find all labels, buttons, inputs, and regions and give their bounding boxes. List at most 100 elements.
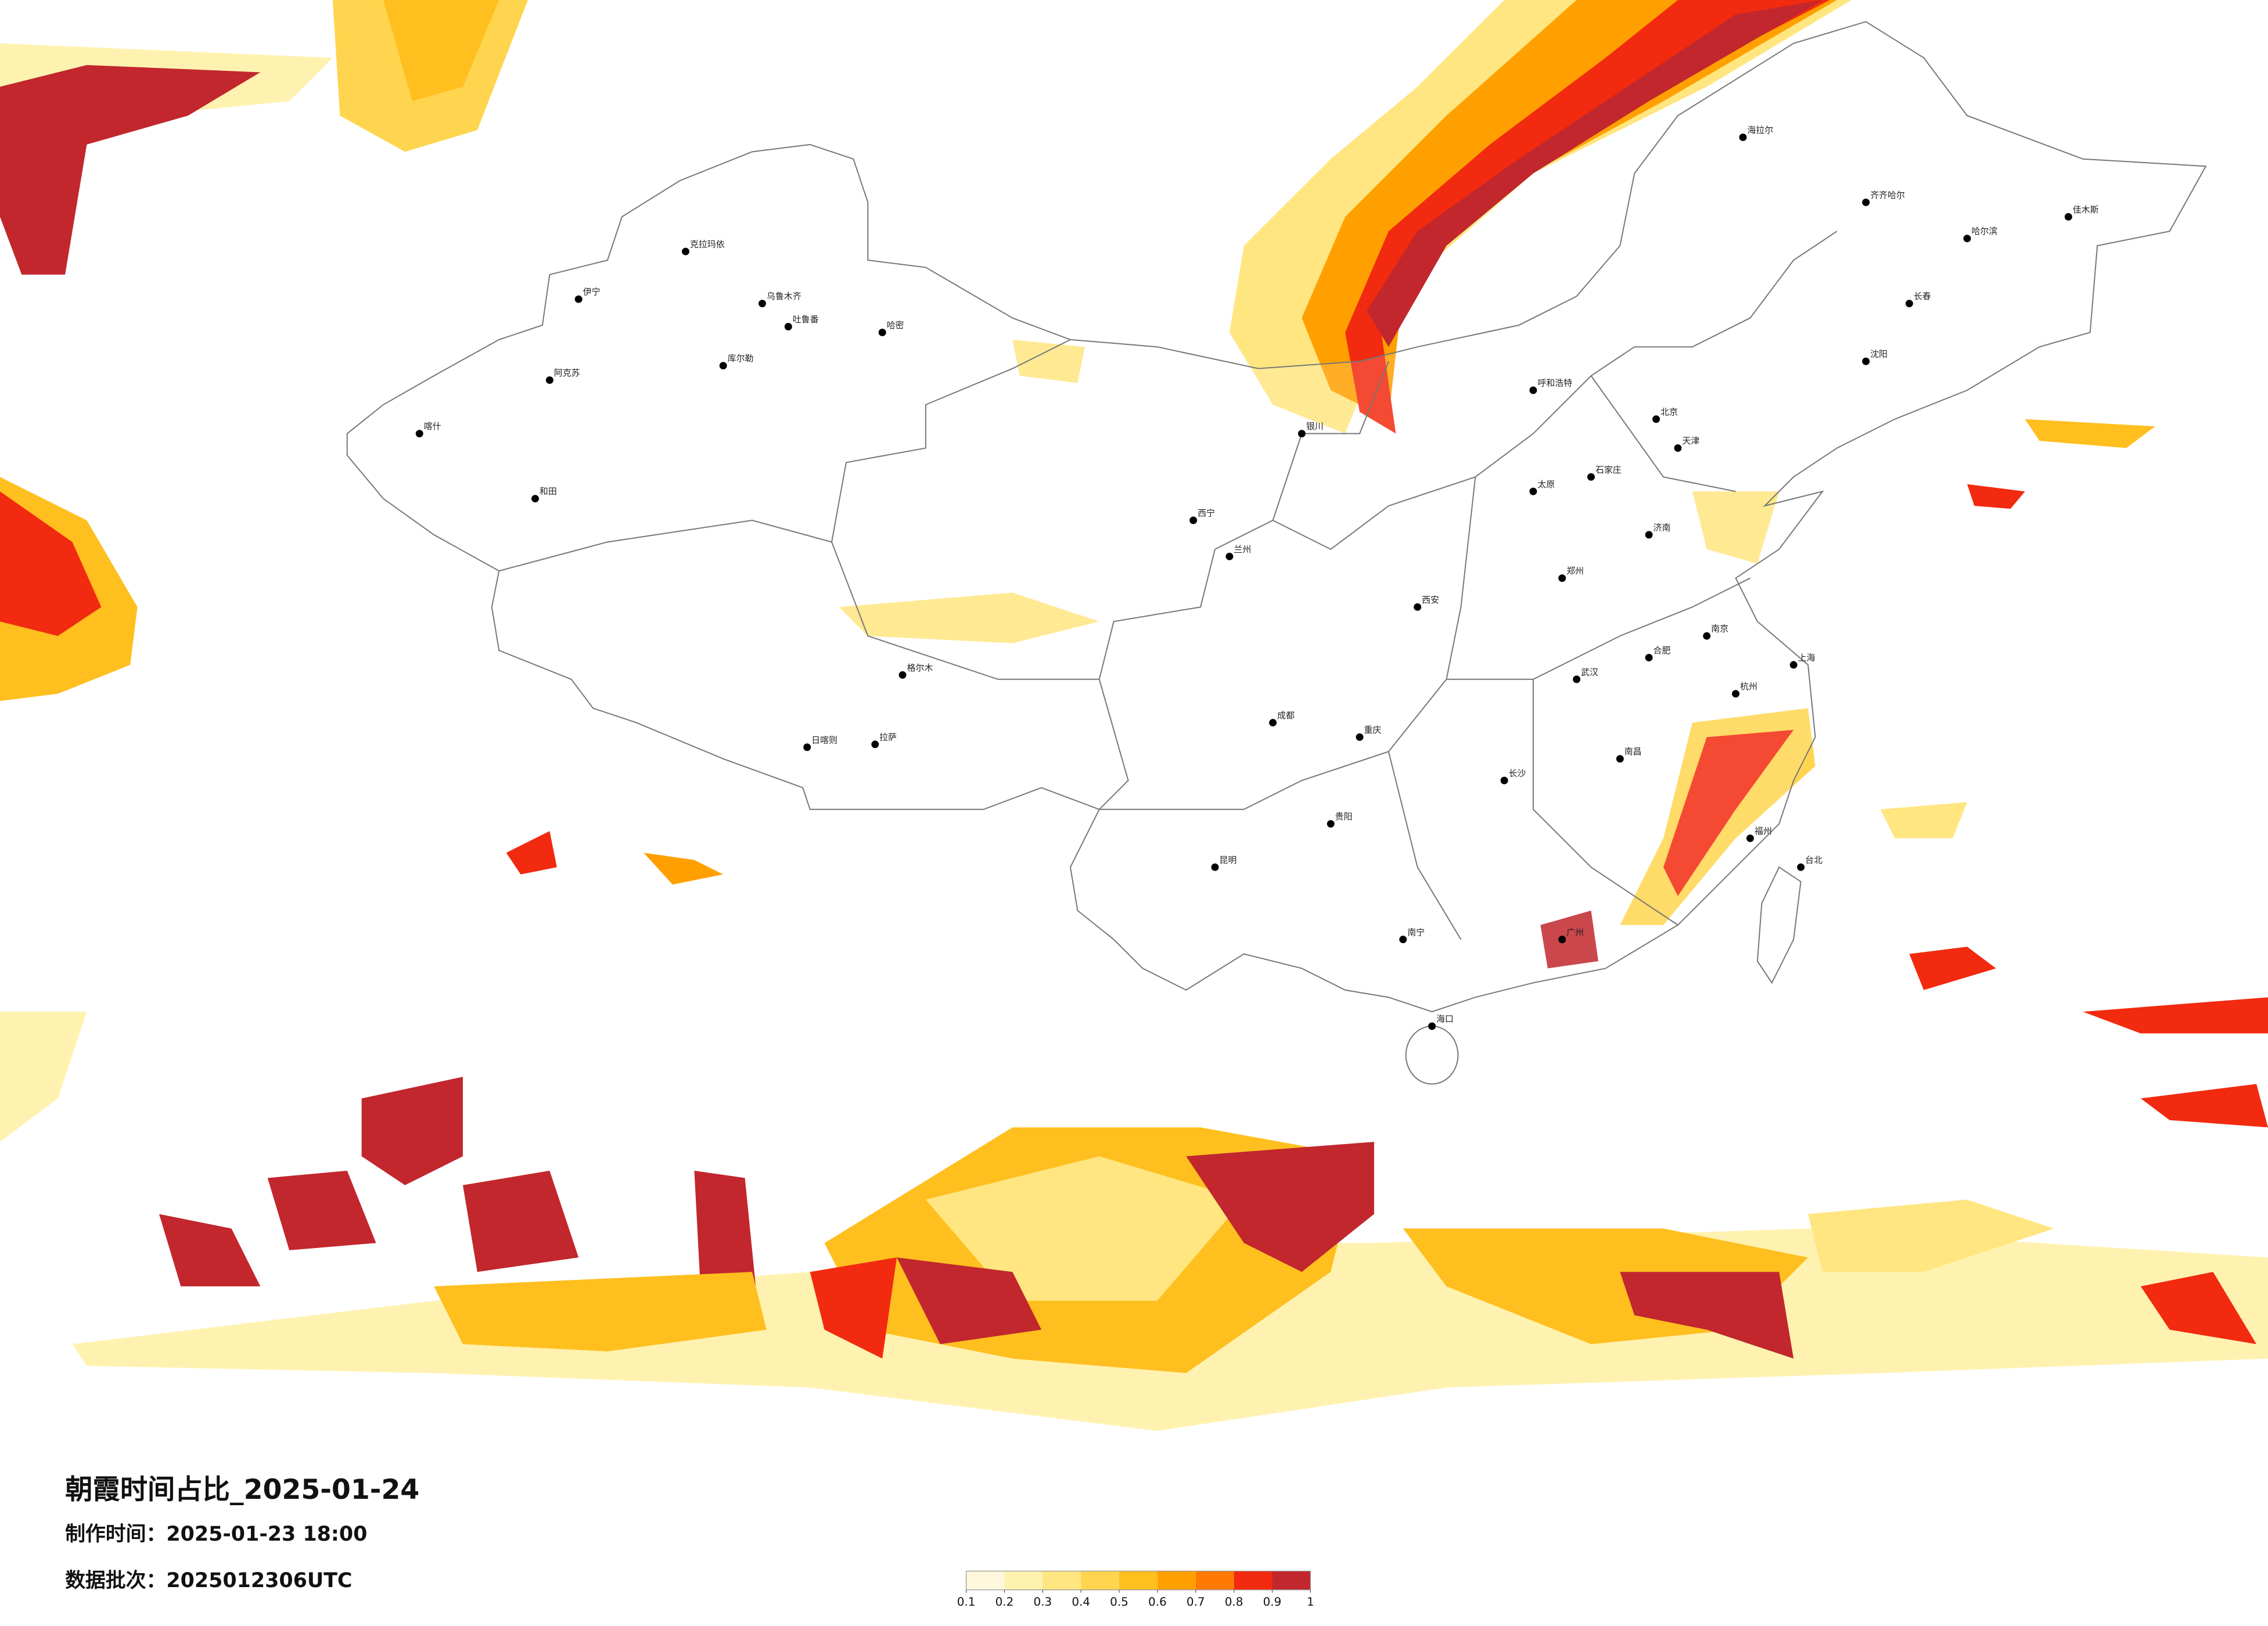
city-dot xyxy=(784,323,792,330)
city-dot xyxy=(1732,690,1739,698)
glow-field xyxy=(0,65,261,275)
city-dot xyxy=(1703,632,1711,640)
city-dot xyxy=(1789,661,1798,669)
glow-field xyxy=(1808,1199,2054,1272)
city-label: 哈尔滨 xyxy=(1971,226,1997,236)
city-label: 佳木斯 xyxy=(2073,204,2099,215)
legend-tick-label: 0.8 xyxy=(1225,1595,1243,1609)
legend: 0.1 0.2 0.3 0.4 0.5 0.6 0.7 0.8 0.9 1 xyxy=(957,1570,1314,1609)
city-dot xyxy=(1573,675,1581,684)
legend-swatch xyxy=(966,1571,1005,1590)
legend-tick-label: 0.9 xyxy=(1263,1595,1282,1609)
glow-field xyxy=(1012,339,1085,383)
data-batch: 数据批次：2025012306UTC xyxy=(65,1569,352,1592)
city-dot xyxy=(1529,487,1537,495)
glow-field xyxy=(361,1077,463,1185)
city-label: 哈密 xyxy=(887,320,904,330)
glow-fields xyxy=(0,0,2268,1431)
city-dot xyxy=(758,300,766,308)
country-outline xyxy=(346,21,2207,1013)
city-dot xyxy=(1674,444,1682,452)
city-dot xyxy=(2064,213,2072,221)
island xyxy=(1405,1026,1459,1085)
city-dot xyxy=(1558,936,1566,944)
city-dot xyxy=(871,740,879,749)
city-dot xyxy=(898,671,907,679)
city-dot xyxy=(1500,776,1508,785)
city-label: 南宁 xyxy=(1407,927,1425,937)
city-label: 济南 xyxy=(1654,522,1671,533)
city-label: 吐鲁番 xyxy=(793,314,819,325)
glow-field xyxy=(462,1171,579,1272)
glow-field xyxy=(1620,1272,1794,1359)
city-label: 乌鲁木齐 xyxy=(767,291,801,301)
city-label: 日喀则 xyxy=(811,735,838,745)
glow-field xyxy=(267,1171,376,1250)
city-label: 太原 xyxy=(1537,479,1555,490)
map-title: 朝霞时间占比_2025-01-24 xyxy=(65,1474,419,1506)
city-dot xyxy=(719,362,727,370)
glow-field xyxy=(159,1214,261,1287)
legend-swatch xyxy=(1119,1571,1158,1590)
glow-field xyxy=(1540,911,1598,969)
city-label: 昆明 xyxy=(1219,855,1237,865)
legend-tick-label: 0.2 xyxy=(995,1595,1014,1609)
legend-swatch xyxy=(1043,1571,1081,1590)
glow-field xyxy=(839,592,1099,643)
city-label: 格尔木 xyxy=(907,663,933,673)
legend-swatch xyxy=(1004,1571,1043,1590)
legend-tick-label: 0.6 xyxy=(1148,1595,1167,1609)
city-label: 北京 xyxy=(1660,406,1678,417)
city-label: 齐齐哈尔 xyxy=(1870,190,1905,200)
city-label: 台北 xyxy=(1805,855,1823,865)
city-dot xyxy=(1616,755,1624,763)
legend-tick-label: 0.7 xyxy=(1187,1595,1205,1609)
city-label: 上海 xyxy=(1798,652,1816,663)
legend-swatch xyxy=(1195,1571,1234,1590)
city-dot xyxy=(1356,733,1364,741)
glow-field xyxy=(1692,491,1780,564)
city-dot xyxy=(803,743,811,751)
city-label: 南京 xyxy=(1711,624,1728,634)
glow-field xyxy=(2140,1272,2257,1344)
city-label: 呼和浩特 xyxy=(1537,378,1572,388)
city-label: 拉萨 xyxy=(879,732,897,742)
glow-field xyxy=(1663,729,1794,897)
city-label: 贵阳 xyxy=(1335,811,1353,822)
city-label: 石家庄 xyxy=(1595,465,1622,475)
legend-swatch xyxy=(1272,1571,1311,1590)
glow-field xyxy=(925,1156,1244,1301)
city-label: 伊宁 xyxy=(583,287,601,297)
city-label: 库尔勒 xyxy=(728,353,754,364)
boundaries xyxy=(346,21,2207,1085)
glow-field xyxy=(383,0,499,102)
city-dot xyxy=(1428,1022,1436,1030)
city-dot xyxy=(1399,936,1407,944)
city-label: 南昌 xyxy=(1624,746,1642,757)
legend-swatch xyxy=(1234,1571,1273,1590)
city-label: 长春 xyxy=(1914,291,1931,301)
city-label: 西安 xyxy=(1422,595,1439,605)
city-dot xyxy=(1652,415,1660,423)
legend-swatch xyxy=(1081,1571,1120,1590)
glow-field xyxy=(1186,1142,1374,1272)
city-dot xyxy=(1862,357,1870,365)
city-dot xyxy=(545,376,553,384)
glow-field xyxy=(897,1257,1042,1344)
city-label: 杭州 xyxy=(1740,681,1757,692)
glow-field xyxy=(1880,802,1967,839)
city-dot xyxy=(1862,198,1870,206)
city-dot xyxy=(1327,820,1335,828)
glow-field xyxy=(1909,947,1996,990)
city-dot xyxy=(1746,834,1754,843)
city-label: 兰州 xyxy=(1234,544,1251,555)
city-dot xyxy=(1558,574,1566,582)
city-dot xyxy=(681,247,689,256)
city-label: 武汉 xyxy=(1581,667,1598,677)
city-dot xyxy=(1963,235,1971,243)
legend-tick-label: 0.4 xyxy=(1072,1595,1090,1609)
glow-field xyxy=(644,852,724,885)
city-label: 海拉尔 xyxy=(1747,125,1773,135)
